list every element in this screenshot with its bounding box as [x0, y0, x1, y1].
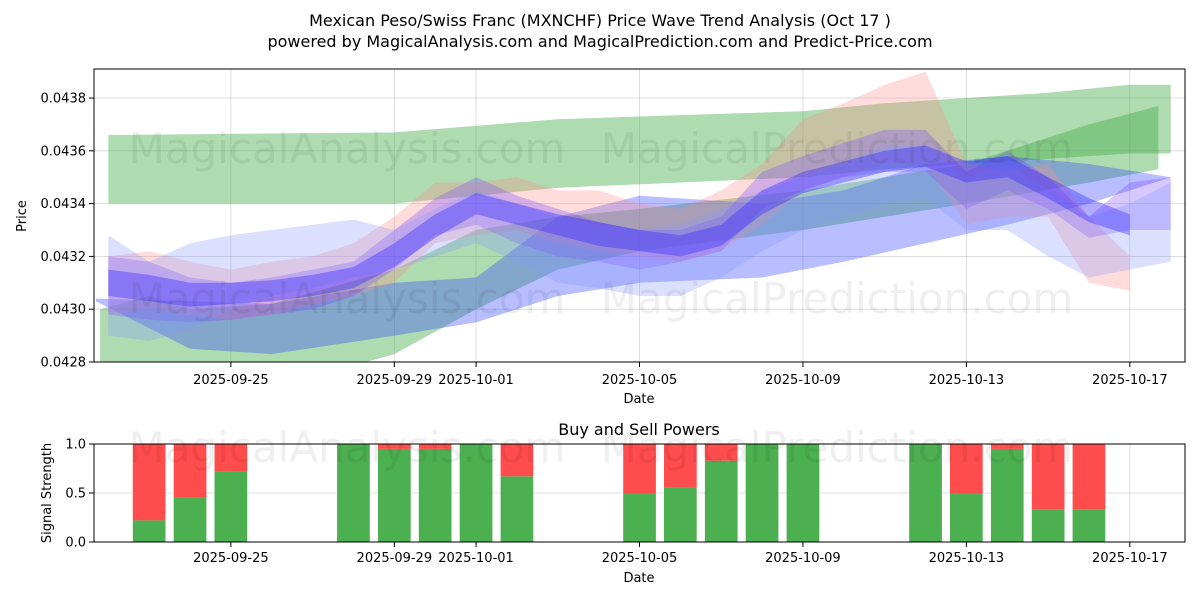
sell-bar-16: [1031, 444, 1065, 510]
chart-title-line2: powered by MagicalAnalysis.com and Magic…: [267, 32, 932, 51]
sell-bar-7: [500, 444, 534, 477]
price-band-4: [108, 129, 1171, 323]
watermark-top-left-2: MagicalAnalysis.com: [129, 274, 566, 323]
buy-bar-8: [623, 493, 656, 542]
buy-bar-12: [786, 444, 820, 542]
price-x-axis-label: Date: [623, 392, 654, 407]
sell-bar-4: [378, 444, 411, 449]
price-wave-bands: [96, 71, 1171, 362]
sell-bar-0: [132, 444, 166, 521]
price-xtick-label-3: 2025-10-05: [602, 373, 678, 388]
price-ytick-label-3: 0.0434: [41, 197, 87, 212]
buy-bar-3: [337, 444, 370, 542]
sell-bar-5: [418, 444, 452, 449]
price-ytick-label-4: 0.0436: [41, 144, 87, 159]
watermark-top-right-1: MagicalPrediction.com: [601, 124, 1074, 173]
buy-bar-0: [132, 520, 166, 542]
sell-bar-1: [173, 444, 207, 498]
buy-bar-4: [378, 448, 411, 542]
buy-sell-chart: Buy and Sell Powers MagicalAnalysis.com …: [40, 420, 1186, 586]
buy-bar-15: [990, 448, 1024, 542]
buy-sell-ytick-label-0: 0.0: [65, 536, 86, 551]
buy-sell-xtick-label-2: 2025-10-01: [438, 551, 514, 566]
buy-bar-9: [664, 487, 697, 542]
price-band-3: [108, 71, 1130, 320]
price-ytick-label-1: 0.0430: [41, 303, 87, 318]
buy-bar-5: [418, 448, 452, 542]
price-ytick-label-0: 0.0428: [41, 356, 87, 371]
buy-bar-2: [214, 471, 248, 542]
sell-bar-9: [664, 444, 697, 488]
buy-sell-ytick-label-1: 0.5: [65, 487, 86, 502]
price-ytick-label-2: 0.0432: [41, 250, 87, 265]
buy-sell-y-ticks: 0.0 0.5 1.0: [65, 438, 94, 551]
price-y-ticks: 0.0428 0.0430 0.0432 0.0434 0.0436 0.0438: [41, 92, 94, 371]
price-xtick-label-4: 2025-10-09: [765, 373, 841, 388]
price-ytick-label-5: 0.0438: [41, 92, 87, 107]
buy-sell-x-axis-label: Date: [623, 571, 654, 586]
buy-bar-10: [704, 460, 738, 542]
price-band-6: [108, 145, 1130, 307]
buy-bar-7: [500, 476, 534, 542]
price-gridlines: [94, 69, 1185, 363]
price-band-5: [108, 145, 1171, 341]
sell-bar-14: [950, 444, 983, 493]
watermark-bottom-right: MagicalPrediction.com: [601, 423, 1074, 472]
sell-bar-2: [214, 444, 248, 472]
buy-bar-16: [1031, 509, 1065, 542]
sell-bar-8: [623, 444, 656, 493]
buy-sell-xtick-label-0: 2025-09-25: [193, 551, 269, 566]
buy-sell-xtick-label-5: 2025-10-13: [929, 551, 1005, 566]
buy-sell-xtick-label-1: 2025-09-29: [357, 551, 433, 566]
buy-sell-y-axis-label: Signal Strength: [40, 443, 55, 543]
buy-sell-xtick-label-3: 2025-10-05: [602, 551, 678, 566]
buy-bar-1: [173, 497, 207, 542]
buy-bar-14: [950, 493, 983, 542]
buy-sell-bars: [132, 444, 1106, 542]
sell-bar-15: [990, 444, 1024, 449]
price-chart: MagicalAnalysis.com MagicalPrediction.co…: [15, 68, 1186, 407]
buy-sell-xtick-label-6: 2025-10-17: [1092, 551, 1168, 566]
price-band-1: [100, 106, 1159, 362]
buy-sell-x-ticks: 2025-09-25 2025-09-29 2025-10-01 2025-10-05…: [193, 542, 1168, 566]
watermark-top-left-1: MagicalAnalysis.com: [129, 124, 566, 173]
price-xtick-label-0: 2025-09-25: [193, 373, 269, 388]
buy-sell-title: Buy and Sell Powers: [558, 420, 720, 439]
watermark-top-right-2: MagicalPrediction.com: [601, 274, 1074, 323]
buy-sell-ytick-label-2: 1.0: [65, 438, 86, 453]
price-xtick-label-6: 2025-10-17: [1092, 373, 1168, 388]
price-band-2: [96, 156, 1171, 355]
watermark-bottom-left: MagicalAnalysis.com: [129, 423, 566, 472]
price-xtick-label-5: 2025-10-13: [929, 373, 1005, 388]
buy-bar-13: [909, 444, 942, 542]
buy-bar-6: [459, 444, 493, 542]
buy-bar-11: [745, 444, 779, 542]
buy-sell-xtick-label-4: 2025-10-09: [765, 551, 841, 566]
price-xtick-label-1: 2025-09-29: [357, 373, 433, 388]
buy-bar-17: [1072, 509, 1106, 542]
chart-title-line1: Mexican Peso/Swiss Franc (MXNCHF) Price …: [309, 11, 891, 30]
price-x-ticks: 2025-09-25 2025-09-29 2025-10-01 2025-10-05…: [193, 362, 1168, 388]
sell-bar-17: [1072, 444, 1106, 510]
price-y-axis-label: Price: [15, 200, 30, 232]
price-band-0: [108, 84, 1171, 204]
sell-bar-10: [704, 444, 738, 461]
price-xtick-label-2: 2025-10-01: [438, 373, 514, 388]
